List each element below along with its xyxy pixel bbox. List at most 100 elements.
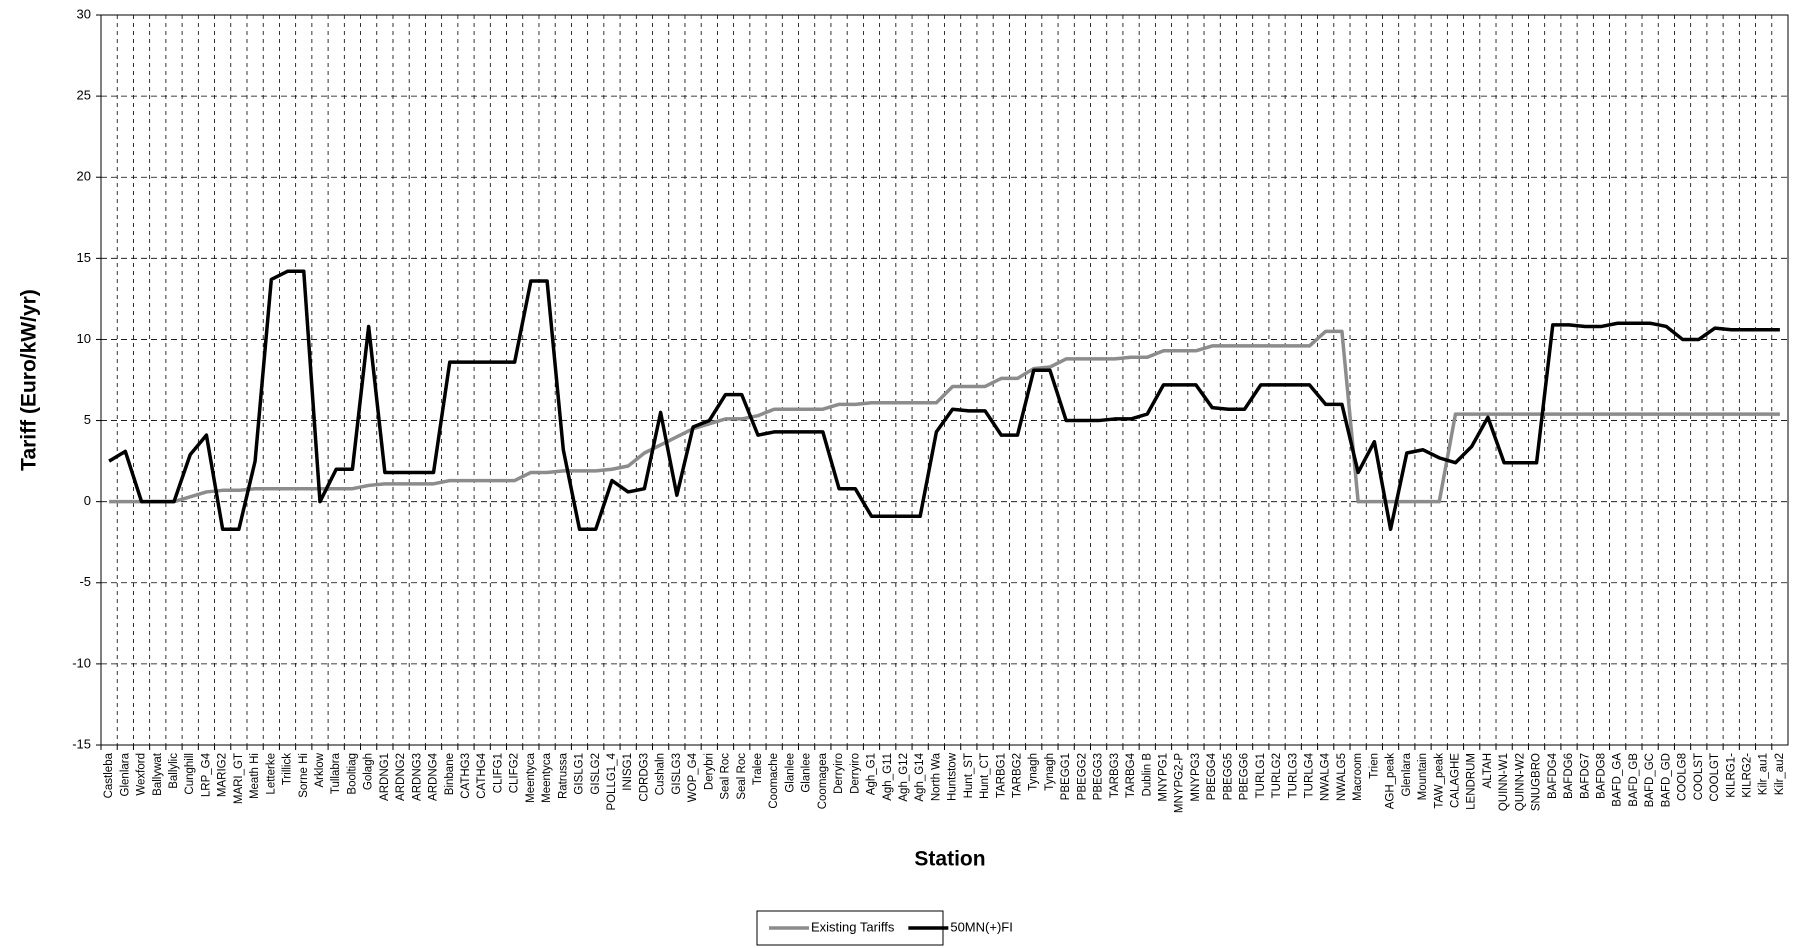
- x-tick-label: Mountain: [1417, 753, 1429, 800]
- x-tick-label: TARBG3: [1109, 753, 1121, 798]
- x-tick-label: GISLG2: [590, 753, 602, 795]
- y-tick-label: -15: [72, 736, 91, 751]
- x-tick-label: BAFDG6: [1563, 753, 1575, 799]
- x-tick-label: Kilr_au1: [1758, 753, 1770, 795]
- x-tick-label: BAFD_GB: [1628, 753, 1640, 807]
- x-tick-label: PBEGG2: [1076, 753, 1088, 800]
- x-tick-label: North Wa: [930, 752, 942, 801]
- y-tick-label: 15: [77, 250, 91, 265]
- x-tick-label: AGH_peak: [1385, 753, 1397, 810]
- x-tick-label: PBEGG4: [1206, 752, 1218, 800]
- x-tick-label: Agh_G14: [914, 752, 926, 801]
- x-tick-label: CATHG3: [460, 753, 472, 799]
- x-tick-label: SNUGBRO: [1531, 753, 1543, 811]
- y-tick-label: 30: [77, 6, 91, 21]
- x-tick-label: POLLG1_4: [606, 752, 618, 810]
- x-tick-label: KILRG2-: [1741, 753, 1753, 798]
- x-tick-label: TARBG1: [995, 753, 1007, 798]
- x-tick-label: ALTAH: [1482, 753, 1494, 788]
- x-tick-label: Glenlara: [119, 752, 131, 796]
- x-tick-label: BAFDG7: [1579, 753, 1591, 799]
- x-tick-label: Ballywat: [152, 752, 164, 796]
- x-tick-label: Agh_G12: [898, 753, 910, 802]
- x-tick-label: COOLGT: [1709, 753, 1721, 802]
- x-tick-label: ARDNG3: [411, 753, 423, 801]
- x-tick-label: Glenlara: [1401, 752, 1413, 796]
- x-tick-label: Binbane: [444, 753, 456, 795]
- x-tick-label: QUINN-W2: [1514, 753, 1526, 811]
- x-tick-label: Derryiro: [833, 753, 845, 794]
- x-tick-label: Coomagea: [817, 752, 829, 809]
- x-tick-label: Letterke: [265, 753, 277, 795]
- x-tick-label: Golagh: [363, 753, 375, 790]
- x-tick-label: MNYPG2-P: [1174, 753, 1186, 813]
- x-tick-label: Arklow: [314, 752, 326, 787]
- x-tick-label: Agh_G11: [882, 753, 894, 801]
- x-axis-title: Station: [914, 848, 985, 871]
- x-tick-label: KILRG1-: [1725, 753, 1737, 798]
- x-tick-label: Tynagh: [1028, 753, 1040, 791]
- x-tick-label: ARDNG4: [428, 752, 440, 801]
- x-tick-label: Derybri: [703, 753, 715, 790]
- legend: Existing Tariffs 50MN(+)FI: [756, 910, 1013, 946]
- x-tick-label: PBEGG5: [1222, 753, 1234, 800]
- y-tick-label: -5: [79, 574, 91, 589]
- x-tick-label: Wexford: [136, 753, 148, 796]
- x-tick-label: Tralee: [752, 753, 764, 785]
- x-tick-label: Glanlee: [784, 753, 796, 793]
- x-tick-label: BAFDG4: [1547, 752, 1559, 799]
- x-tick-label: CLIFG1: [492, 753, 504, 793]
- x-tick-label: GISLG1: [574, 753, 586, 795]
- legend-label: Existing Tariffs: [811, 919, 895, 934]
- x-tick-label: CALAGHE: [1449, 753, 1461, 808]
- x-tick-label: MNYPG3: [1190, 753, 1202, 802]
- x-tick-label: Seal Roc: [736, 753, 748, 800]
- x-tick-label: MARIG2: [217, 753, 229, 797]
- x-tick-label: CDRDG3: [638, 753, 650, 802]
- x-tick-label: NWALG5: [1336, 753, 1348, 801]
- x-tick-label: PBEGG6: [1239, 753, 1251, 800]
- x-tick-label: Glanlee: [801, 753, 813, 793]
- x-tick-label: CATHG4: [476, 752, 488, 798]
- x-tick-label: MNYPG1: [1158, 753, 1170, 802]
- x-tick-label: Ratrussa: [557, 752, 569, 799]
- x-tick-label: TARBG2: [1012, 753, 1024, 798]
- x-tick-label: Trillick: [282, 753, 294, 785]
- x-tick-label: TURLG4: [1304, 752, 1316, 798]
- series-line: [108, 269, 1780, 531]
- x-tick-label: Tynagh: [1044, 753, 1056, 791]
- x-tick-label: Meath Hi: [249, 753, 261, 799]
- x-tick-label: WOP_G4: [687, 752, 699, 802]
- x-tick-label: NWALG4: [1320, 752, 1332, 801]
- y-tick-label: 20: [77, 169, 91, 184]
- x-tick-label: TARBG4: [1125, 752, 1137, 798]
- x-tick-label: Booltiag: [346, 753, 358, 795]
- x-tick-label: BAFD_GD: [1660, 753, 1672, 807]
- x-tick-label: QUINN-W1: [1498, 753, 1510, 811]
- y-tick-label: 25: [77, 88, 91, 103]
- x-tick-label: Kilr_au2: [1774, 753, 1786, 795]
- x-tick-label: LRP_G4: [200, 752, 212, 797]
- x-tick-label: ARDNG2: [395, 753, 407, 801]
- x-tick-label: CLIFG2: [509, 753, 521, 793]
- x-tick-label: LENDRUM: [1466, 753, 1478, 810]
- x-tick-label: PBEGG3: [1093, 753, 1105, 800]
- series-line: [109, 329, 1780, 504]
- x-tick-label: Seal Roc: [720, 753, 732, 800]
- x-tick-label: Cushaln: [655, 753, 667, 795]
- x-tick-label: Sorne Hi: [298, 753, 310, 798]
- y-tick-label: 0: [84, 493, 91, 508]
- y-axis-title: Tariff (Euro/kW/yr): [18, 289, 41, 471]
- x-tick-label: ARDNG1: [379, 753, 391, 801]
- x-tick-label: Hunt_ST: [963, 753, 975, 798]
- x-tick-label: BAFD_GC: [1644, 753, 1656, 807]
- x-tick-label: TURLG2: [1271, 753, 1283, 798]
- y-tick-label: -10: [72, 655, 91, 670]
- x-tick-label: Derryiro: [849, 753, 861, 794]
- y-tick-label: 5: [84, 412, 91, 427]
- x-tick-label: GISLG3: [671, 753, 683, 795]
- x-tick-label: Coomache: [768, 753, 780, 809]
- x-tick-label: Trien: [1368, 753, 1380, 779]
